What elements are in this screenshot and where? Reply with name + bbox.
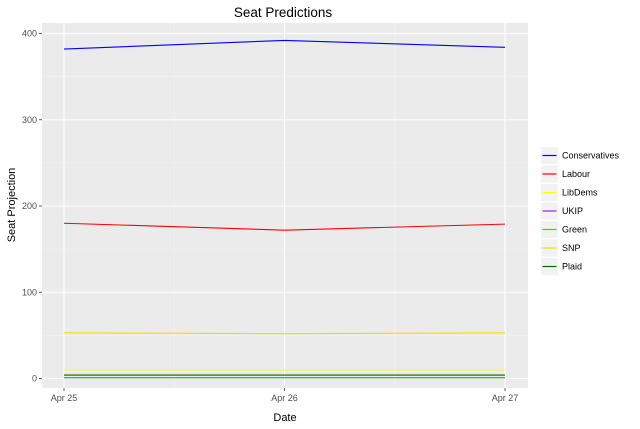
legend-item-libdems: LibDems	[541, 184, 598, 201]
legend-item-green: Green	[541, 221, 587, 238]
y-tick-label: 100	[22, 287, 37, 297]
legend-item-labour: Labour	[541, 165, 590, 183]
legend-label: Labour	[562, 169, 590, 179]
legend-item-ukip: UKIP	[541, 202, 583, 220]
series-lines	[63, 39, 506, 379]
legend-label: Conservatives	[562, 151, 620, 161]
x-tick-label: Apr 26	[271, 393, 298, 403]
x-axis-title: Date	[273, 412, 296, 424]
x-tick-label: Apr 25	[51, 393, 78, 403]
y-axis-ticks: 0 100 200 300 400	[22, 29, 42, 384]
chart-title: Seat Predictions	[234, 5, 333, 20]
legend-label: SNP	[562, 243, 581, 253]
y-axis-title: Seat Projection	[6, 168, 18, 243]
y-tick-label: 300	[22, 115, 37, 125]
legend-label: UKIP	[562, 206, 583, 216]
legend: Conservatives Labour LibDems UKIP Green SNP Pl…	[541, 147, 620, 275]
y-tick-label: 200	[22, 201, 37, 211]
y-tick-label: 400	[22, 29, 37, 39]
series-line-snp	[63, 332, 506, 335]
y-tick-label: 0	[32, 374, 37, 384]
legend-label: LibDems	[562, 188, 598, 198]
series-line-labour	[63, 222, 506, 231]
legend-label: Plaid	[562, 262, 582, 272]
x-tick-label: Apr 27	[492, 393, 519, 403]
legend-label: Green	[562, 225, 587, 235]
legend-item-conservatives: Conservatives	[541, 147, 620, 164]
legend-item-plaid: Plaid	[541, 258, 582, 275]
grid-lines	[42, 23, 528, 388]
legend-item-snp: SNP	[541, 239, 581, 257]
series-line-conservatives	[63, 39, 506, 50]
x-axis-ticks: Apr 25 Apr 26 Apr 27	[51, 388, 519, 403]
